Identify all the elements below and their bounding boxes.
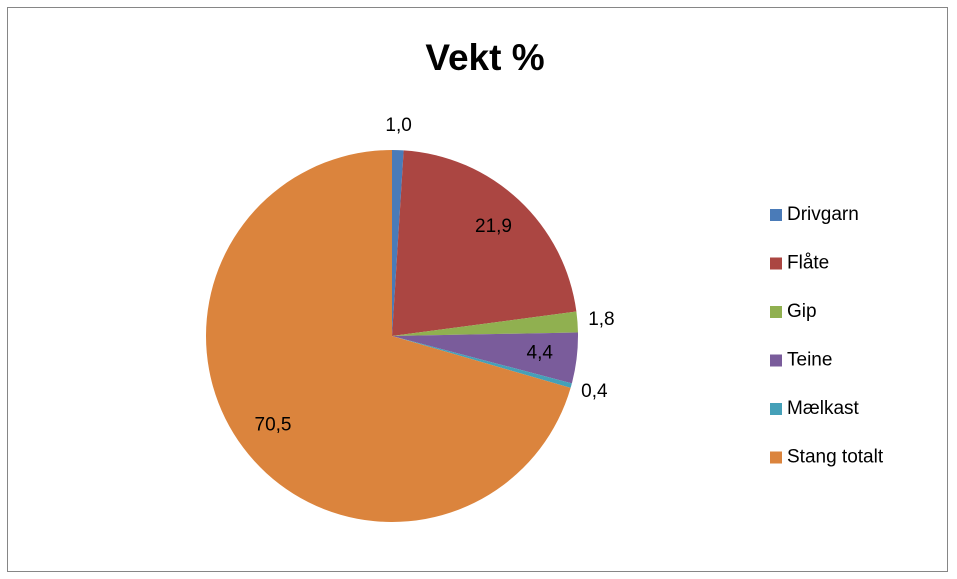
data-label: 70,5 — [255, 414, 292, 435]
legend-swatch — [770, 354, 782, 367]
pie-slice — [392, 311, 578, 336]
legend-label: Gip — [787, 301, 817, 322]
pie-slice — [392, 150, 577, 336]
chart-title: Vekt % — [425, 37, 544, 78]
data-label: 1,0 — [385, 115, 411, 136]
pie-slice — [392, 332, 578, 384]
legend-label: Stang totalt — [787, 447, 884, 468]
data-label: 0,4 — [581, 381, 608, 402]
pie-slice — [392, 336, 572, 388]
legend-swatch — [770, 209, 782, 221]
data-label: 4,4 — [527, 343, 554, 364]
legend-swatch — [770, 403, 782, 415]
legend-swatch — [770, 306, 782, 318]
legend-label: Mælkast — [787, 398, 860, 419]
legend-label: Flåte — [787, 253, 829, 274]
legend-label: Drivgarn — [787, 204, 859, 225]
legend-swatch — [770, 451, 782, 464]
data-label: 21,9 — [475, 216, 512, 237]
legend-label: Teine — [787, 350, 832, 371]
pie-slice — [392, 150, 404, 336]
legend-swatch — [770, 257, 782, 270]
data-label: 1,8 — [588, 309, 614, 330]
pie-slice — [206, 150, 571, 522]
